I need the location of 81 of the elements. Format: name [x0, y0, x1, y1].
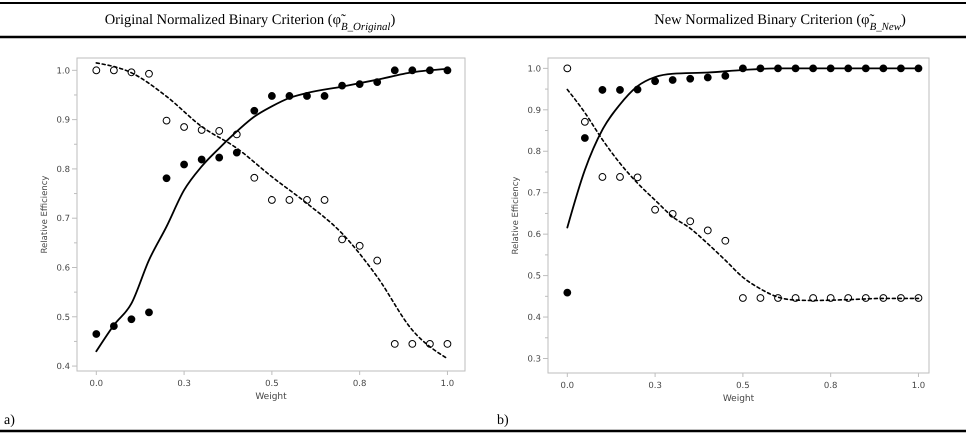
point [320, 196, 328, 204]
point [110, 66, 118, 74]
y-tick-label: 0.8 [56, 164, 70, 175]
y-tick-label: 0.7 [527, 188, 541, 199]
point [286, 196, 294, 204]
x-tick-label: 0.5 [265, 379, 279, 389]
point [686, 74, 694, 83]
y-axis-title: Relative Efficiency [40, 176, 50, 254]
y-tick-label: 0.3 [527, 354, 541, 364]
point [408, 340, 416, 348]
y-tick-label: 0.8 [527, 147, 541, 158]
point [180, 160, 188, 168]
point [634, 173, 642, 182]
y-tick-label: 0.6 [527, 230, 541, 240]
y-tick-label: 0.7 [56, 214, 70, 224]
point [92, 66, 100, 74]
point [162, 116, 170, 124]
point [704, 74, 712, 82]
point [232, 148, 241, 157]
point [145, 308, 153, 316]
y-axis-title: Relative Efficiency [511, 176, 521, 254]
point [580, 134, 589, 142]
point [215, 127, 224, 135]
point [704, 226, 712, 234]
y-tick-label: 0.5 [56, 312, 70, 323]
x-tick-label: 0.3 [177, 379, 191, 389]
x-tick-label: 1.0 [912, 381, 926, 391]
x-tick-label: 0.8 [824, 381, 838, 391]
point [180, 123, 188, 131]
point [738, 294, 747, 302]
x-tick-label: 0.5 [736, 381, 750, 391]
chart-title: New Normalized Binary Criterion (φ̃$_{B_New}$) [654, 12, 906, 33]
y-tick-label: 0.9 [56, 116, 70, 126]
x-tick-label: 0.0 [560, 381, 574, 391]
point [651, 77, 659, 86]
point [563, 288, 572, 296]
point [215, 154, 224, 162]
point [668, 76, 677, 84]
point [320, 92, 328, 100]
point [563, 64, 572, 72]
point [268, 92, 276, 100]
point [162, 174, 170, 182]
point [721, 72, 730, 80]
point [250, 174, 258, 182]
x-axis-title: Weight [722, 394, 755, 404]
y-tick-label: 0.9 [527, 106, 541, 116]
point [390, 66, 399, 74]
point [444, 340, 452, 348]
point [686, 217, 694, 226]
text: a) [4, 413, 16, 428]
point [721, 236, 730, 245]
point [268, 196, 276, 204]
y-tick-label: 0.4 [527, 313, 541, 324]
point [756, 294, 764, 302]
y-tick-label: 0.5 [527, 272, 541, 282]
chart-title: Original Normalized Binary Criterion (φ̃$_{B_Original}$) [104, 12, 396, 33]
x-tick-label: 0.3 [648, 381, 662, 391]
point [198, 156, 206, 164]
point [356, 242, 364, 250]
point [598, 173, 606, 181]
point [373, 256, 382, 264]
x-axis-title: Weight [255, 392, 288, 402]
y-tick-label: 1.0 [56, 66, 70, 76]
x-tick-label: 1.0 [440, 379, 454, 389]
y-tick-label: 0.6 [56, 263, 70, 274]
y-tick-label: 1.0 [527, 64, 541, 74]
point [145, 70, 153, 78]
point [128, 315, 136, 324]
point [250, 106, 258, 115]
point [580, 118, 589, 126]
y-tick-label: 0.4 [56, 362, 70, 372]
point [616, 173, 624, 181]
x-tick-label: 0.0 [90, 379, 104, 389]
x-tick-label: 0.8 [352, 379, 366, 389]
point [616, 86, 624, 94]
point [338, 235, 346, 244]
text: b) [497, 413, 509, 428]
point [598, 86, 606, 94]
point [92, 330, 100, 338]
point [651, 206, 659, 214]
point [390, 340, 399, 348]
